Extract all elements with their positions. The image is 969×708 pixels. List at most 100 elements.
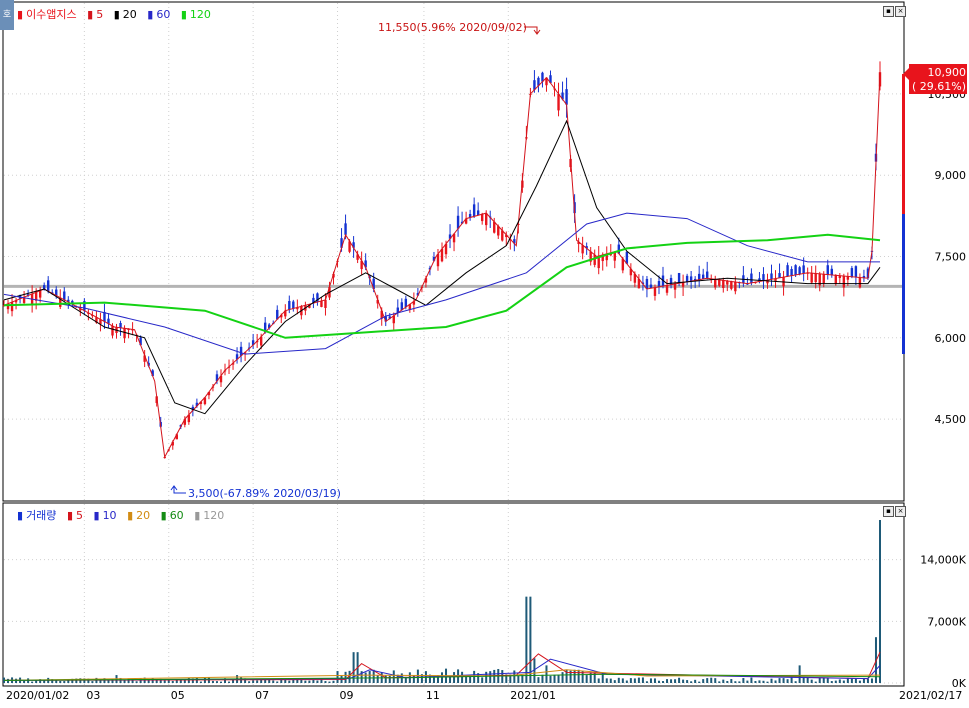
volume-bar [127,678,130,683]
volume-bar [449,676,452,683]
stock-name: 이수앱지스 [26,8,77,21]
volume-bar [224,678,227,683]
date-axis: 2020/01/02 03 05 07 09 11 2021/01 2021/02/17 [6,689,962,702]
volume-bar [304,680,307,683]
volume-bar [284,679,287,683]
price-candle-body [842,276,846,288]
volume-bar [682,679,685,683]
volume-bar [344,671,347,683]
low-annotation: 3,500(-67.89% 2020/03/19) [170,485,341,500]
price-legend: ▮ 이수앱지스 ▮ 5 ▮ 20 ▮ 60 ▮ 120 [17,6,214,22]
volume-bar [396,674,399,683]
price-candle-body [537,77,540,86]
price-candle-body [497,226,500,236]
volume-bar [39,679,42,683]
price-tick-label: 7,500 [935,251,967,264]
volume-bar [469,675,472,683]
low-arrow-head [170,485,178,491]
price-candle-body [577,241,580,245]
price-panel-close-button[interactable]: × [895,6,906,17]
price-candle-body [786,265,789,277]
volume-bar [690,681,693,683]
volume-bar [219,681,222,683]
price-candle-body [581,245,584,254]
price-candle-body [199,401,203,404]
price-candle-body [621,258,625,271]
price-candle-body [689,276,693,282]
price-candle-body [143,355,146,362]
price-candle-body [822,274,825,284]
volume-bar [135,681,138,683]
volume-bar [830,681,833,683]
volume-bar [368,670,371,683]
volume-bar [625,680,628,683]
volume-bar [802,677,805,683]
date-tick-label: 03 [86,689,100,702]
price-candle-body [561,92,564,100]
volume-bar [758,680,761,683]
price-candle-body [47,280,50,292]
price-candle-body [356,254,359,260]
volume-bar [376,675,379,683]
price-candle-body [625,251,629,264]
volume-panel-minimize-button[interactable]: ▪ [883,506,894,517]
volume-bar [557,674,560,683]
volume-bar [179,679,182,683]
volume-legend: ▮ 거래량 ▮ 5 ▮ 10 ▮ 20 ▮ 60 ▮ 120 [17,507,227,523]
chart-mode-button[interactable]: 호 [0,0,14,30]
volume-bar [633,678,636,683]
volume-bar [553,674,556,683]
price-candle-body [629,268,633,276]
price-candle-body [119,323,122,328]
volume-bar [139,678,142,683]
price-candle-body [6,303,10,310]
price-candle-body [734,281,737,292]
price-candle-body [468,213,472,218]
price-candle-body [677,272,681,284]
volume-bar [653,678,656,683]
price-candle-body [239,346,243,356]
volume-moving-averages [3,651,881,681]
legend-ma20-marker: ▮ [113,8,120,21]
volume-bar [718,681,721,683]
volume-bar [706,678,709,683]
current-price-pointer [903,68,909,80]
price-candle-body [701,274,705,279]
volume-bar [790,677,793,683]
volume-bar [300,679,303,683]
volume-bar [272,680,275,683]
price-candle-body [838,275,842,279]
volume-bar [260,678,263,683]
volume-bar [754,681,757,683]
volume-bar [581,670,584,683]
price-candle-body [2,305,6,307]
volume-bar [858,680,861,683]
volume-bar [252,680,255,683]
price-candle-body [464,218,468,224]
price-candle-body [308,304,311,308]
price-candle-body [388,316,391,319]
price-candle-body [22,297,26,303]
volume-bar [674,679,677,683]
price-candle-body [14,300,18,303]
price-candle-body [456,215,460,229]
volume-bar [766,681,769,683]
price-range-down-bar [902,214,905,354]
volume-bar [525,596,528,683]
volume-bar [481,677,484,683]
price-panel-minimize-button[interactable]: ▪ [883,6,894,17]
volume-bar [412,675,415,683]
price-candle-body [268,324,271,329]
volume-bar [107,679,110,683]
price-candle-body [802,265,805,274]
volume-axis: 0K 7,000K 14,000K [920,554,966,690]
volume-bar [71,678,74,683]
price-candle-body [26,294,30,296]
volume-bar [159,678,162,683]
price-candle-body [219,375,223,383]
current-price-change: ( 29.61%) [912,80,966,93]
volume-panel-close-button[interactable]: × [895,506,906,517]
legend-ma5: 5 [96,8,104,21]
